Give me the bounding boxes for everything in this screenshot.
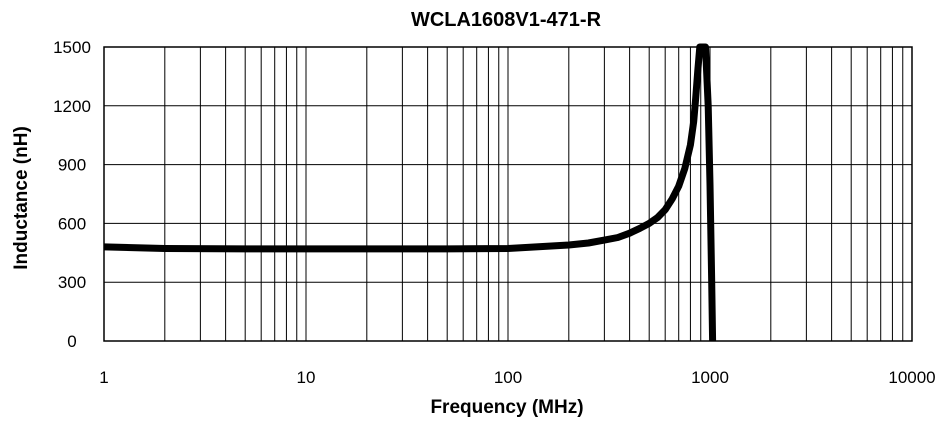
x-tick-label: 10 [297, 368, 316, 387]
y-axis-label: Inductance (nH) [11, 126, 32, 270]
y-tick-label: 600 [58, 214, 86, 233]
x-axis-label: Frequency (MHz) [430, 397, 583, 418]
inductance-series-line [103, 43, 717, 342]
grid [104, 47, 912, 341]
x-tick-label: 100 [494, 368, 522, 387]
y-tick-label: 900 [58, 156, 86, 175]
x-tick-label: 1 [99, 368, 108, 387]
x-tick-labels: 1 10 100 1000 10000 [99, 368, 935, 387]
y-tick-label: 1500 [53, 38, 91, 57]
y-tick-label: 0 [67, 332, 76, 351]
x-tick-label: 1000 [691, 368, 729, 387]
plot-frame [103, 46, 913, 342]
y-tick-label: 1200 [53, 97, 91, 116]
chart-title: WCLA1608V1-471-R [411, 9, 602, 31]
y-tick-label: 300 [58, 273, 86, 292]
x-tick-label: 10000 [888, 368, 935, 387]
y-tick-labels: 0 300 600 900 1200 1500 [53, 38, 91, 351]
